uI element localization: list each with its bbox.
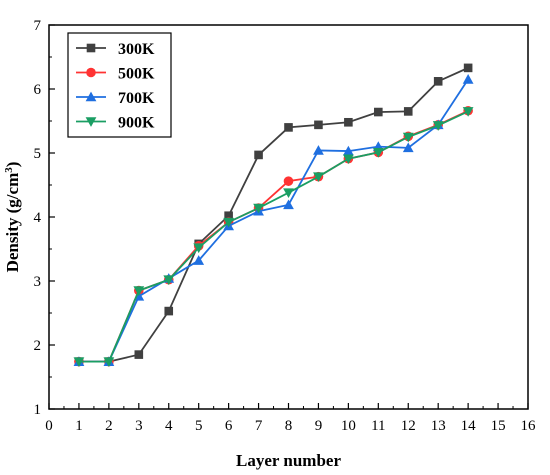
legend-box bbox=[67, 32, 172, 138]
x-tick-label: 13 bbox=[431, 418, 446, 434]
data-point-900k bbox=[73, 357, 85, 368]
x-tick-label: 5 bbox=[195, 418, 203, 434]
y-tick-label: 7 bbox=[34, 18, 42, 34]
legend-marker-900k bbox=[85, 117, 97, 127]
x-tick-label: 7 bbox=[255, 418, 263, 434]
x-tick-label: 15 bbox=[491, 418, 506, 434]
data-point-300k bbox=[314, 120, 323, 130]
data-point-900k bbox=[343, 154, 354, 165]
x-tick-label: 2 bbox=[105, 418, 113, 434]
y-axis-title-sup: 3 bbox=[3, 167, 15, 173]
data-point-700k bbox=[402, 142, 414, 153]
y-axis-title-close: ) bbox=[3, 162, 22, 168]
series-900k bbox=[73, 107, 474, 368]
data-point-900k bbox=[193, 243, 205, 254]
y-tick-label: 2 bbox=[34, 338, 42, 354]
legend-label-300k: 300K bbox=[118, 41, 155, 58]
data-point-700k bbox=[193, 255, 205, 265]
data-point-900k bbox=[372, 148, 384, 158]
plot-frame-group bbox=[48, 24, 529, 410]
data-point-700k bbox=[313, 145, 324, 155]
x-tick-label: 14 bbox=[461, 418, 477, 434]
series-group bbox=[73, 63, 474, 368]
series-line-900k bbox=[78, 110, 469, 363]
data-point-300k bbox=[374, 107, 383, 117]
x-tick-label: 1 bbox=[75, 418, 83, 434]
data-point-300k bbox=[134, 350, 144, 359]
series-300k bbox=[74, 63, 473, 366]
x-tick-label: 3 bbox=[135, 418, 143, 434]
series-line-300k bbox=[78, 67, 469, 363]
data-point-900k bbox=[313, 172, 324, 183]
x-tick-label: 10 bbox=[341, 418, 356, 434]
data-point-500k bbox=[283, 176, 294, 186]
data-point-900k bbox=[402, 132, 414, 143]
data-point-900k bbox=[133, 286, 145, 296]
y-tick-label: 6 bbox=[34, 82, 42, 98]
legend-marker-700k bbox=[85, 91, 97, 102]
y-tick-label: 4 bbox=[34, 210, 42, 226]
y-tick-label: 5 bbox=[34, 146, 42, 162]
data-point-900k bbox=[223, 217, 234, 228]
y-axis-title: Density (g/cm3) bbox=[3, 162, 22, 273]
legend-marker-500k bbox=[86, 67, 96, 78]
x-tick-label: 4 bbox=[165, 418, 173, 434]
y-axis-title-main: Density (g/cm bbox=[3, 173, 22, 273]
data-point-300k bbox=[463, 63, 473, 73]
x-axis-title: Layer number bbox=[236, 451, 341, 470]
legend-label-700k: 700K bbox=[118, 90, 155, 107]
y-tick-label: 3 bbox=[34, 274, 42, 290]
x-tick-label: 11 bbox=[371, 418, 385, 434]
data-point-300k bbox=[344, 117, 353, 127]
legend: 300K 500K 700K 900K bbox=[67, 32, 172, 138]
y-tick-label: 1 bbox=[34, 402, 42, 418]
series-line-700k bbox=[78, 78, 469, 363]
x-tick-label: 6 bbox=[225, 418, 233, 434]
legend-marker-300k bbox=[86, 43, 96, 53]
x-tick-label: 8 bbox=[285, 418, 293, 434]
data-point-300k bbox=[254, 150, 263, 160]
data-point-700k bbox=[283, 199, 294, 210]
data-point-300k bbox=[403, 107, 413, 116]
x-tick-label: 9 bbox=[315, 418, 323, 434]
legend-label-500k: 500K bbox=[118, 66, 155, 83]
data-point-900k bbox=[283, 188, 294, 199]
x-tick-label: 12 bbox=[401, 418, 416, 434]
data-point-900k bbox=[163, 275, 175, 286]
x-tick-label: 16 bbox=[521, 418, 537, 434]
data-point-900k bbox=[462, 107, 474, 117]
data-point-900k bbox=[432, 121, 444, 131]
legend-label-900k: 900K bbox=[118, 115, 155, 132]
data-point-900k bbox=[253, 203, 264, 214]
data-point-700k bbox=[462, 74, 474, 84]
data-point-900k bbox=[103, 357, 115, 368]
data-point-700k bbox=[343, 145, 354, 156]
data-point-300k bbox=[224, 211, 233, 221]
data-point-300k bbox=[164, 306, 174, 316]
data-point-300k bbox=[433, 77, 443, 86]
data-point-300k bbox=[284, 123, 293, 132]
x-tick-label: 0 bbox=[45, 418, 53, 434]
